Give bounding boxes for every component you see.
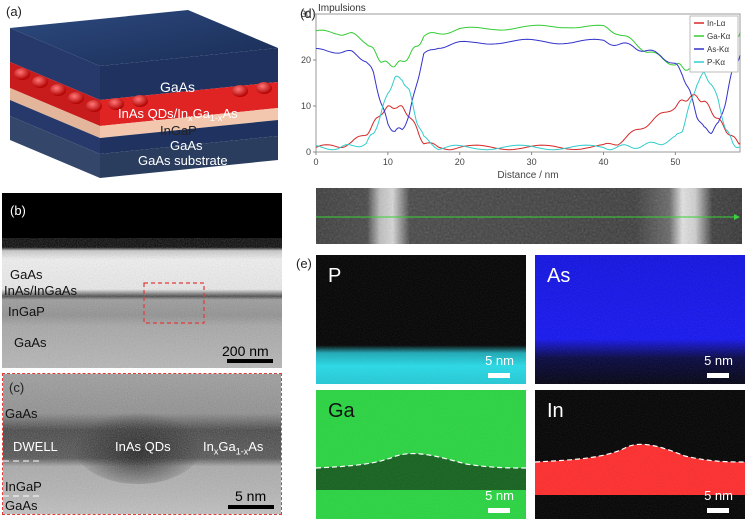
- eds-line-scan-strip: [316, 188, 742, 244]
- schematic-label-substrate: GaAs substrate: [138, 153, 228, 168]
- panel-label-c: (c): [9, 380, 25, 395]
- x-axis-label: Distance / nm: [497, 170, 558, 181]
- tem-roi-box: [143, 282, 205, 324]
- map-as-scale: 5 nm: [704, 353, 733, 368]
- map-ga-label: Ga: [328, 400, 355, 422]
- hrtem-scalebar: [228, 505, 274, 509]
- schematic-label-ingap: InGaP: [160, 123, 197, 138]
- tem-label-gaas: GaAs: [10, 267, 43, 282]
- map-p-label: P: [328, 265, 342, 287]
- panel-label-d: (d): [300, 6, 316, 21]
- schematic-label-gaas-mid: GaAs: [170, 138, 203, 153]
- tem-overview-image: (b) GaAs InAs/InGaAs InGaP GaAs 200 nm: [2, 193, 282, 368]
- layer-schematic: GaAs InAs QDs/InxGa1-xAs InGaP GaAs GaAs…: [10, 10, 278, 178]
- tem-label-inas: InAs/InGaAs: [4, 283, 77, 298]
- legend-entry: Ga-Kα: [707, 32, 731, 41]
- legend-entry: P-Kα: [707, 58, 725, 67]
- x-tick-label: 50: [670, 157, 680, 167]
- schematic-ingap-layer: [100, 108, 278, 138]
- map-in-scalebar: [707, 508, 729, 513]
- series-line-P-Kα: [315, 71, 741, 151]
- map-in-interface-line: [535, 443, 745, 463]
- hrtem-label-ingap: InGaP: [5, 479, 42, 494]
- plot-area: [315, 13, 741, 153]
- hrtem-scale-text: 5 nm: [235, 488, 267, 504]
- map-ga-scalebar: [488, 508, 510, 513]
- map-in: In 5 nm: [535, 390, 745, 519]
- panel-label-e: (e): [296, 256, 312, 271]
- schematic-ingap-side: [10, 88, 100, 138]
- tem-label-ingap: InGaP: [8, 304, 45, 319]
- tem-label-gaas-bottom: GaAs: [14, 335, 47, 350]
- map-p: P 5 nm: [316, 255, 526, 384]
- schematic-gaas-mid-layer: [100, 120, 278, 154]
- chart-title: Impulsions: [318, 3, 366, 14]
- scan-arrow: [734, 214, 740, 220]
- y-tick-label: 20: [301, 55, 311, 65]
- legend-entry: As-Kα: [707, 45, 729, 54]
- panel-label-a: (a): [6, 4, 22, 19]
- map-ga-interface-line: [316, 453, 526, 469]
- x-tick-label: 20: [455, 157, 465, 167]
- hrtem-label-gaas-top: GaAs: [5, 406, 38, 421]
- hrtem-label-dwell: DWELL: [13, 439, 58, 454]
- schematic-label-gaas-top: GaAs: [160, 79, 195, 95]
- map-as: As 5 nm: [535, 255, 745, 384]
- x-tick-label: 10: [383, 157, 393, 167]
- schematic-gaas-mid-side: [10, 100, 100, 154]
- map-in-scale: 5 nm: [704, 488, 733, 503]
- tem-scalebar: [227, 359, 273, 363]
- schematic-substrate-side: [10, 116, 100, 178]
- tem-zoom-image: (c) GaAs DWELL InAs QDs InxGa1-xAs InGaP…: [2, 373, 282, 515]
- map-ga-scale: 5 nm: [485, 488, 514, 503]
- tem-scale-text: 200 nm: [222, 343, 269, 359]
- hrtem-label-qds: InAs QDs: [115, 439, 171, 454]
- y-tick-label: 0: [306, 147, 311, 157]
- map-as-scalebar: [707, 373, 729, 378]
- hrtem-label-gaas-bottom: GaAs: [5, 498, 38, 513]
- series-line-As-Kα: [315, 38, 741, 135]
- schematic-substrate-layer: [100, 136, 278, 178]
- map-p-scalebar: [488, 373, 510, 378]
- legend-entry: In-Lα: [707, 19, 726, 28]
- x-tick-label: 40: [598, 157, 608, 167]
- series-line-In-Lα: [315, 93, 741, 151]
- schematic-gaas-top-layer: [100, 48, 278, 100]
- y-tick-label: 10: [301, 101, 311, 111]
- eds-line-profile-chart: 0 10 20 30 0 10 20 30 40 50 Impulsions Distance / n…: [301, 3, 741, 181]
- schematic-qd-dots: [14, 68, 272, 112]
- map-as-label: As: [547, 265, 571, 287]
- schematic-gaas-top-side: [10, 28, 100, 100]
- panel-label-b: (b): [10, 203, 26, 218]
- x-tick-label: 30: [527, 157, 537, 167]
- map-p-scale: 5 nm: [485, 353, 514, 368]
- y-tick-label: 30: [301, 9, 311, 19]
- hrtem-label-ingaas: InxGa1-xAs: [203, 439, 264, 457]
- schematic-label-qds: InAs QDs/InxGa1-xAs: [118, 106, 238, 123]
- map-ga: Ga 5 nm: [316, 390, 526, 519]
- schematic-top-face: [10, 10, 278, 66]
- x-tick-label: 0: [313, 157, 318, 167]
- map-in-label: In: [547, 400, 564, 422]
